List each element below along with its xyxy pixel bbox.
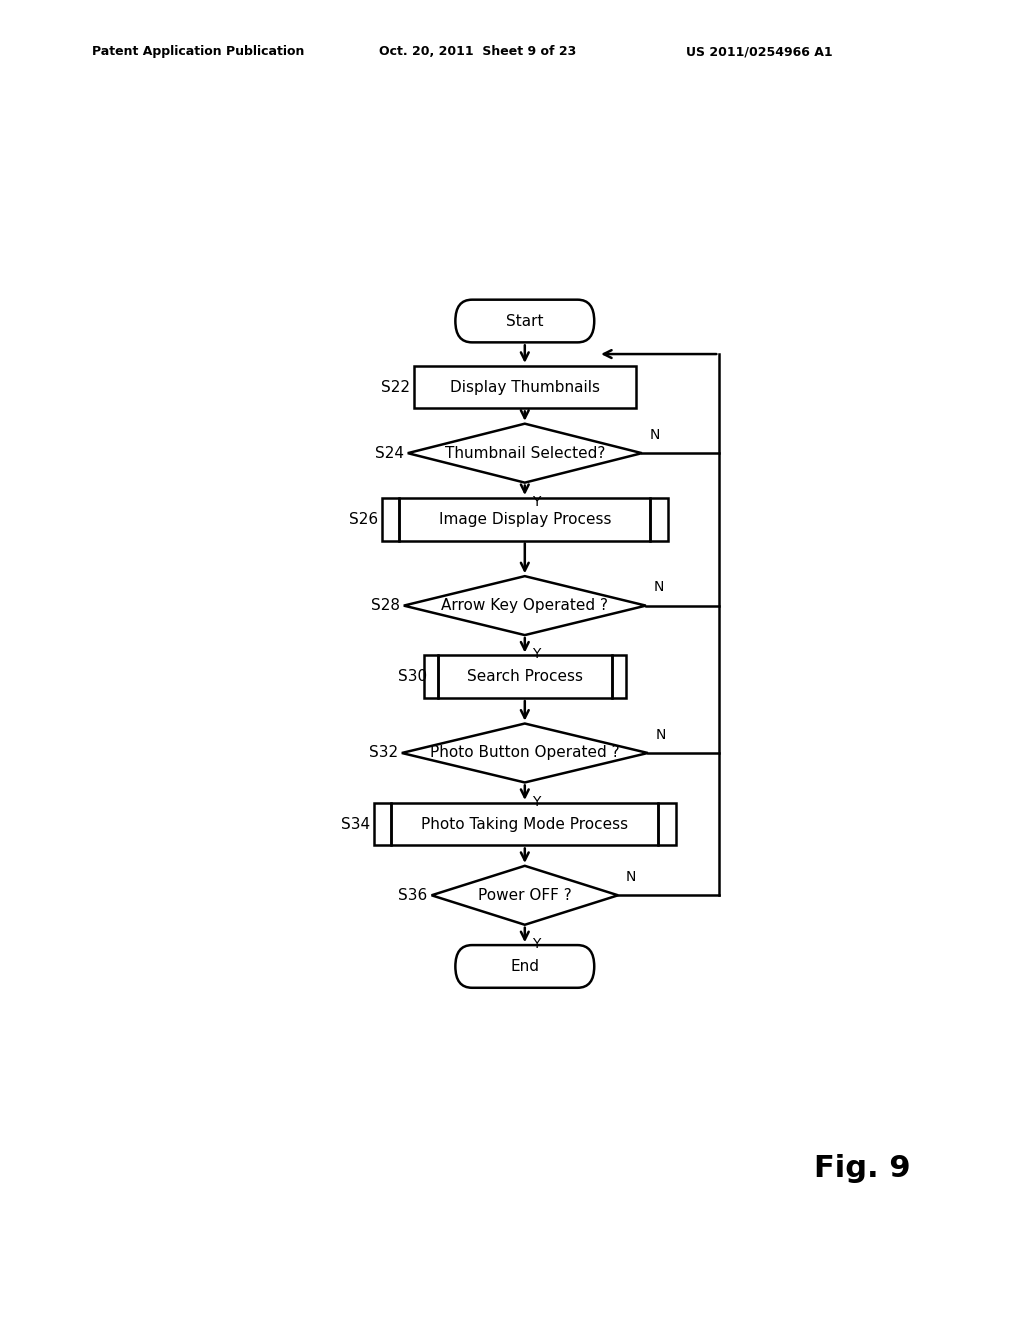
Text: S24: S24 <box>375 446 403 461</box>
Text: Search Process: Search Process <box>467 669 583 684</box>
Text: Image Display Process: Image Display Process <box>438 512 611 527</box>
Text: S30: S30 <box>398 669 428 684</box>
Bar <box>382 498 668 541</box>
Text: Display Thumbnails: Display Thumbnails <box>450 380 600 395</box>
Text: S34: S34 <box>341 817 370 832</box>
Text: Photo Button Operated ?: Photo Button Operated ? <box>430 746 620 760</box>
Text: Patent Application Publication: Patent Application Publication <box>92 45 304 58</box>
Text: Oct. 20, 2011  Sheet 9 of 23: Oct. 20, 2011 Sheet 9 of 23 <box>379 45 577 58</box>
Text: US 2011/0254966 A1: US 2011/0254966 A1 <box>686 45 833 58</box>
Text: N: N <box>650 428 660 442</box>
Polygon shape <box>401 723 648 783</box>
FancyBboxPatch shape <box>456 945 594 987</box>
Text: S36: S36 <box>398 888 428 903</box>
Polygon shape <box>408 424 642 483</box>
Text: Y: Y <box>532 495 541 508</box>
Text: N: N <box>626 870 636 884</box>
Bar <box>414 366 636 408</box>
Text: S26: S26 <box>349 512 378 527</box>
Text: Fig. 9: Fig. 9 <box>814 1155 910 1184</box>
Polygon shape <box>431 866 618 925</box>
Text: End: End <box>510 958 540 974</box>
Text: Thumbnail Selected?: Thumbnail Selected? <box>444 446 605 461</box>
Text: Y: Y <box>532 795 541 809</box>
Polygon shape <box>403 576 646 635</box>
Text: N: N <box>655 727 667 742</box>
Bar <box>374 803 676 846</box>
Text: Arrow Key Operated ?: Arrow Key Operated ? <box>441 598 608 612</box>
Text: Photo Taking Mode Process: Photo Taking Mode Process <box>421 817 629 832</box>
Text: S28: S28 <box>371 598 399 612</box>
Text: S32: S32 <box>369 746 397 760</box>
Text: Y: Y <box>532 937 541 950</box>
Text: Start: Start <box>506 314 544 329</box>
Text: N: N <box>653 581 665 594</box>
Bar <box>424 656 626 698</box>
Text: Power OFF ?: Power OFF ? <box>478 888 571 903</box>
Text: Y: Y <box>532 647 541 661</box>
FancyBboxPatch shape <box>456 300 594 342</box>
Text: S22: S22 <box>381 380 410 395</box>
